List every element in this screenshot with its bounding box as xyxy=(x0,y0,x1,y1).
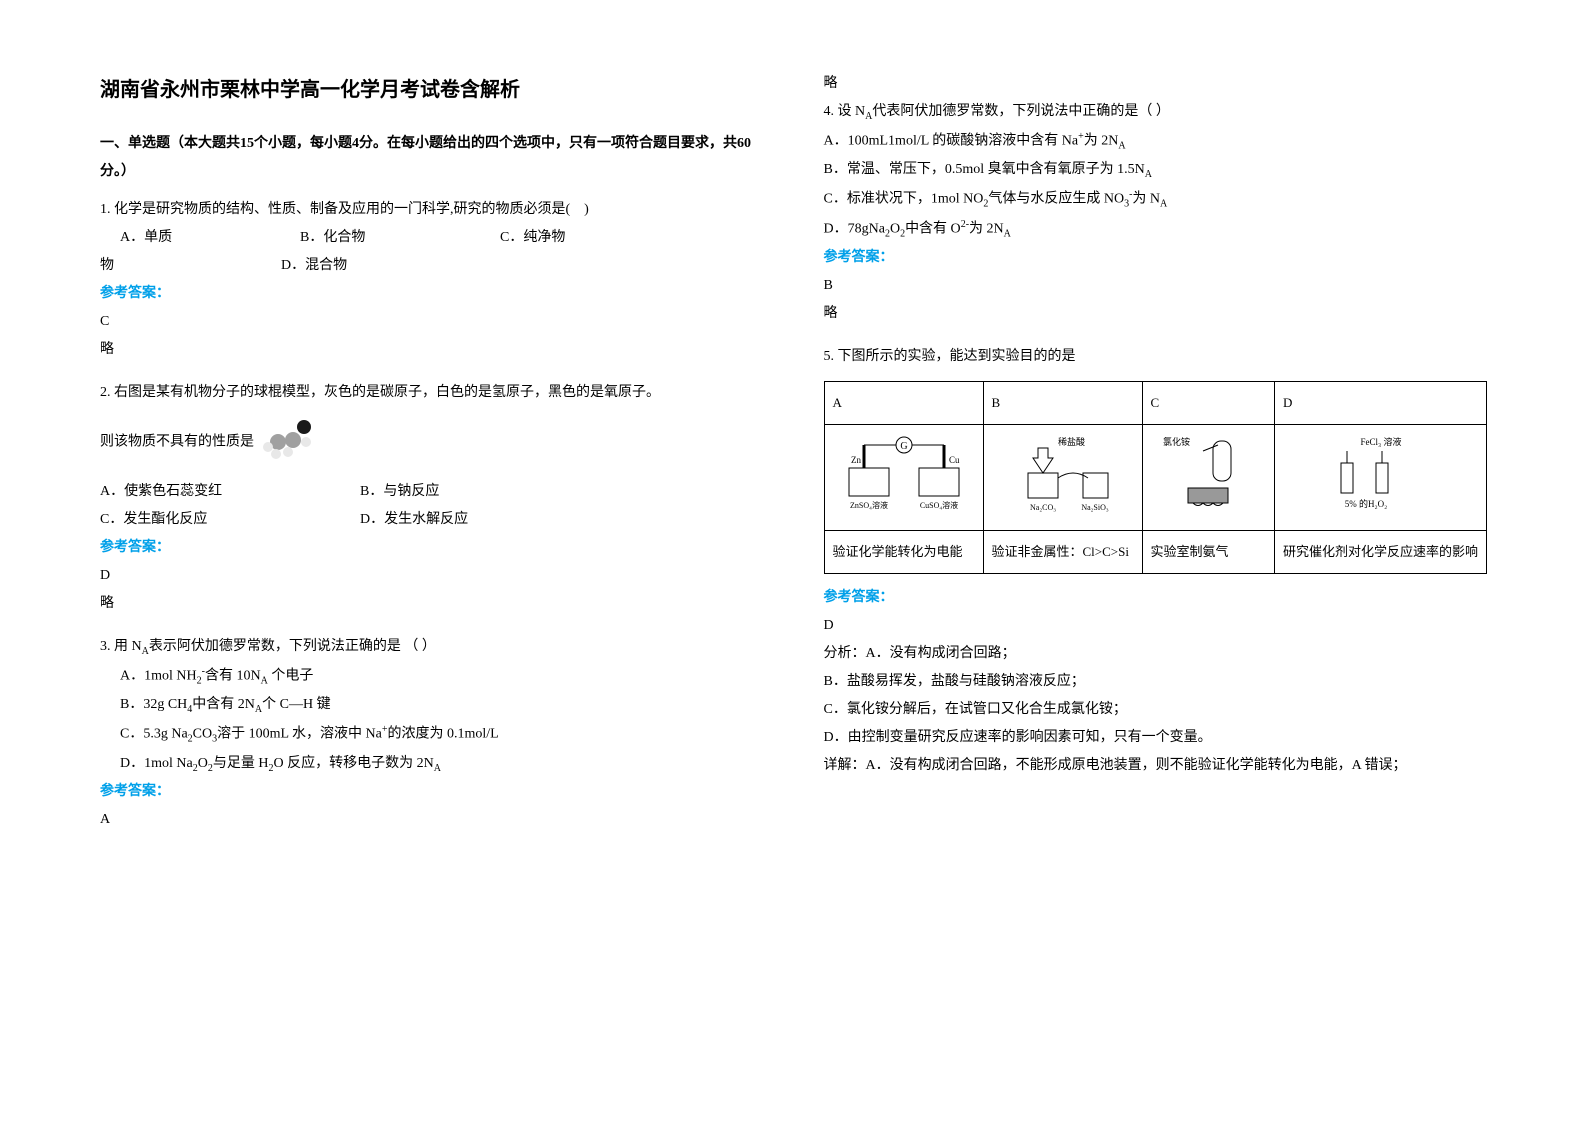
svg-text:Na₂SiO₃: Na₂SiO₃ xyxy=(1081,503,1109,512)
q5-text: 5. 下图所示的实验，能达到实验目的的是 xyxy=(824,343,1488,371)
q5-analysis-d: D．由控制变量研究反应速率的影响因素可知，只有一个变量。 xyxy=(824,724,1488,752)
q4-opt-d: D．78gNa2O2中含有 O2-为 2NA xyxy=(824,215,1488,244)
electrochemistry-icon: G Zn Cu ZnSO₄溶液 CuSO₄溶液 xyxy=(839,433,969,513)
svg-text:稀盐酸: 稀盐酸 xyxy=(1058,436,1085,447)
q1-opt-a: A．单质 xyxy=(100,224,300,252)
q2-opt-d: D．发生水解反应 xyxy=(360,506,468,534)
q2-options-row1: A．使紫色石蕊变红 B．与钠反应 xyxy=(100,478,764,506)
svg-text:Na₂CO₃: Na₂CO₃ xyxy=(1029,503,1055,512)
q3-opt-a: A．1mol NH2-含有 10NA 个电子 xyxy=(100,662,764,691)
catalyst-apparatus-icon: FeCl₃ 溶液 5% 的H₂O₂ xyxy=(1306,433,1456,513)
q2-text2-line: 则该物质不具有的性质是 xyxy=(100,407,764,478)
q1-opt-b: B．化合物 xyxy=(300,224,500,252)
molecule-icon xyxy=(258,412,328,473)
ammonia-apparatus-icon: 氯化铵 xyxy=(1158,433,1258,513)
cell-img-a: G Zn Cu ZnSO₄溶液 CuSO₄溶液 xyxy=(824,424,983,530)
q4-note: 略 xyxy=(824,300,1488,328)
desc-a: 验证化学能转化为电能 xyxy=(824,530,983,573)
q4-opt-c: C．标准状况下，1mol NO2气体与水反应生成 NO3-为 NA xyxy=(824,185,1488,214)
svg-text:Cu: Cu xyxy=(949,455,960,465)
desc-b: 验证非金属性：Cl>C>Si xyxy=(983,530,1142,573)
experiment-table: A B C D G Zn Cu xyxy=(824,381,1488,574)
q2-answer-label: 参考答案： xyxy=(100,534,764,562)
q3-opt-b: B．32g CH4中含有 2NA个 C—H 键 xyxy=(100,691,764,720)
q4-opt-a: A．100mL1mol/L 的碳酸钠溶液中含有 Na+为 2NA xyxy=(824,127,1488,156)
question-1: 1. 化学是研究物质的结构、性质、制备及应用的一门科学,研究的物质必须是( ) … xyxy=(100,196,764,364)
q5-answer-label: 参考答案： xyxy=(824,584,1488,612)
cell-img-d: FeCl₃ 溶液 5% 的H₂O₂ xyxy=(1275,424,1487,530)
q3-text: 3. 用 NA表示阿伏加德罗常数，下列说法正确的是 （ ） xyxy=(100,633,764,662)
cell-img-b: 稀盐酸 Na₂CO₃ Na₂SiO₃ xyxy=(983,424,1142,530)
col2-note1: 略 xyxy=(824,70,1488,98)
acid-apparatus-icon: 稀盐酸 Na₂CO₃ Na₂SiO₃ xyxy=(1003,433,1123,513)
q2-options-row2: C．发生酯化反应 D．发生水解反应 xyxy=(100,506,764,534)
th-b: B xyxy=(983,381,1142,424)
q4-answer-label: 参考答案： xyxy=(824,244,1488,272)
table-image-row: G Zn Cu ZnSO₄溶液 CuSO₄溶液 xyxy=(824,424,1487,530)
q1-answer: C xyxy=(100,308,764,336)
svg-text:ZnSO₄溶液: ZnSO₄溶液 xyxy=(850,500,888,510)
q4-answer: B xyxy=(824,272,1488,300)
q3-opt-c: C．5.3g Na2CO3溶于 100mL 水，溶液中 Na+的浓度为 0.1m… xyxy=(100,720,764,749)
document-title: 湖南省永州市栗林中学高一化学月考试卷含解析 xyxy=(100,70,764,110)
q5-detail: 详解：A．没有构成闭合回路，不能形成原电池装置，则不能验证化学能转化为电能，A … xyxy=(824,752,1488,780)
q1-note: 略 xyxy=(100,336,764,364)
q1-answer-label: 参考答案： xyxy=(100,280,764,308)
q5-analysis-c: C．氯化铵分解后，在试管口又化合生成氯化铵； xyxy=(824,696,1488,724)
q2-opt-c: C．发生酯化反应 xyxy=(100,506,320,534)
question-2: 2. 右图是某有机物分子的球棍模型，灰色的是碳原子，白色的是氢原子，黑色的是氧原… xyxy=(100,379,764,618)
desc-c: 实验室制氨气 xyxy=(1142,530,1275,573)
q1-options: A．单质 B．化合物 C．纯净物 xyxy=(100,224,764,252)
table-header-row: A B C D xyxy=(824,381,1487,424)
svg-text:Zn: Zn xyxy=(851,455,861,465)
q1-opt-d: D．混合物 xyxy=(281,258,347,273)
question-3: 3. 用 NA表示阿伏加德罗常数，下列说法正确的是 （ ） A．1mol NH2… xyxy=(100,633,764,834)
th-a: A xyxy=(824,381,983,424)
svg-text:G: G xyxy=(900,441,907,452)
q2-answer: D xyxy=(100,562,764,590)
th-d: D xyxy=(1275,381,1487,424)
q3-answer: A xyxy=(100,806,764,834)
q1-opt-c: C．纯净物 xyxy=(500,224,565,252)
q5-answer: D xyxy=(824,612,1488,640)
q2-opt-a: A．使紫色石蕊变红 xyxy=(100,478,320,506)
q5-analysis-b: B．盐酸易挥发，盐酸与硅酸钠溶液反应； xyxy=(824,668,1488,696)
q5-analysis: 分析：A．没有构成闭合回路； xyxy=(824,640,1488,668)
question-4: 4. 设 NA代表阿伏加德罗常数，下列说法中正确的是（ ） A．100mL1mo… xyxy=(824,98,1488,328)
svg-text:5% 的H₂O₂: 5% 的H₂O₂ xyxy=(1344,498,1387,509)
q1-opt-d-line: 物 D．混合物 xyxy=(100,252,764,280)
right-column: 略 4. 设 NA代表阿伏加德罗常数，下列说法中正确的是（ ） A．100mL1… xyxy=(824,70,1488,1052)
question-5: 5. 下图所示的实验，能达到实验目的的是 A B C D G Zn xyxy=(824,343,1488,780)
q2-text2: 则该物质不具有的性质是 xyxy=(100,435,254,450)
q4-text: 4. 设 NA代表阿伏加德罗常数，下列说法中正确的是（ ） xyxy=(824,98,1488,127)
q2-note: 略 xyxy=(100,590,764,618)
q2-opt-b: B．与钠反应 xyxy=(360,478,439,506)
desc-d: 研究催化剂对化学反应速率的影响 xyxy=(1275,530,1487,573)
svg-text:氯化铵: 氯化铵 xyxy=(1163,436,1190,447)
q2-text: 2. 右图是某有机物分子的球棍模型，灰色的是碳原子，白色的是氢原子，黑色的是氧原… xyxy=(100,379,764,407)
section-header: 一、单选题（本大题共15个小题，每小题4分。在每小题给出的四个选项中，只有一项符… xyxy=(100,130,764,186)
q3-answer-label: 参考答案： xyxy=(100,778,764,806)
q1-opt-c-suffix: 物 xyxy=(100,258,114,273)
q3-opt-d: D．1mol Na2O2与足量 H2O 反应，转移电子数为 2NA xyxy=(100,750,764,779)
svg-text:FeCl₃ 溶液: FeCl₃ 溶液 xyxy=(1360,436,1401,447)
q4-opt-b: B．常温、常压下，0.5mol 臭氧中含有氧原子为 1.5NA xyxy=(824,156,1488,185)
q1-text: 1. 化学是研究物质的结构、性质、制备及应用的一门科学,研究的物质必须是( ) xyxy=(100,196,764,224)
th-c: C xyxy=(1142,381,1275,424)
cell-img-c: 氯化铵 xyxy=(1142,424,1275,530)
table-desc-row: 验证化学能转化为电能 验证非金属性：Cl>C>Si 实验室制氨气 研究催化剂对化… xyxy=(824,530,1487,573)
svg-text:CuSO₄溶液: CuSO₄溶液 xyxy=(919,500,957,510)
left-column: 湖南省永州市栗林中学高一化学月考试卷含解析 一、单选题（本大题共15个小题，每小… xyxy=(100,70,764,1052)
